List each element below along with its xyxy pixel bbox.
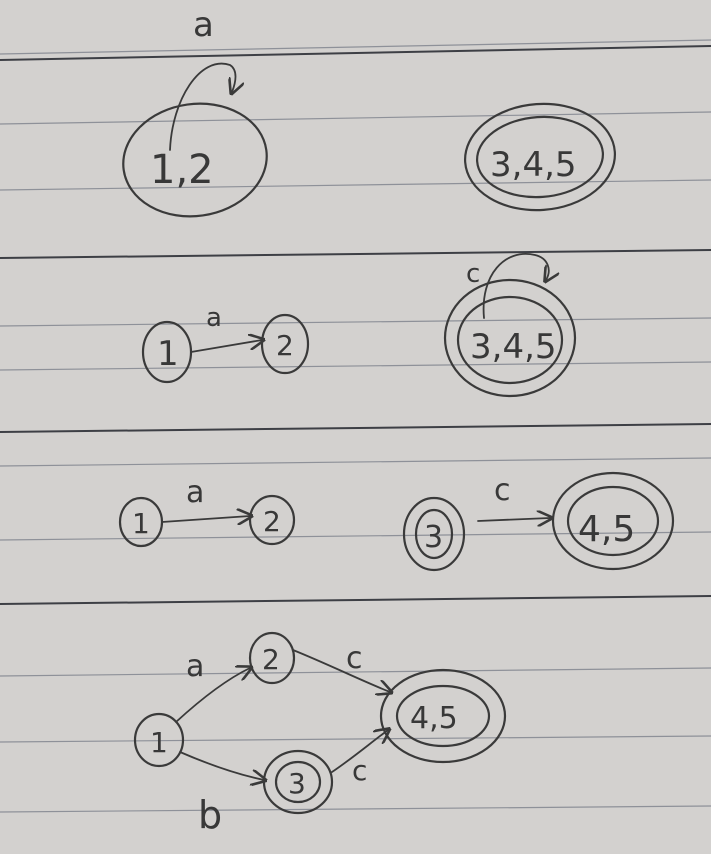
self-loop-a-label: a [193,5,214,45]
node-2 [248,494,296,546]
self-loop-a [169,62,236,151]
edge-a-label: a [186,649,204,684]
node-2-label: 2 [263,505,281,538]
edge-c-top-label: c [346,641,363,676]
node-3-label: 3 [424,520,443,555]
edge-c-label: c [494,473,511,508]
node-2-label: 2 [276,329,294,362]
state-3-4-5-inner [456,295,564,385]
node-3-outer [402,496,466,572]
node-2-label: 2 [262,643,280,676]
edge-a [161,516,250,522]
state-1-2-label: 1,2 [150,147,214,193]
node-1-label: 1 [157,334,179,374]
edge-c-bottom-label: c [352,754,367,787]
node-1-label: 1 [150,726,168,759]
node-2 [248,631,296,685]
edge-1-3 [179,751,264,780]
state-3-4-5-label: 3,4,5 [490,145,577,185]
node-3-label: 3 [288,767,306,800]
diagram-3: 1 a 2 3 c 4,5 [118,471,675,572]
edge-b-label: b [198,793,222,837]
node-3-inner [414,508,454,560]
state-3-4-5-outer [463,102,617,212]
node-4-5-outer [551,471,675,571]
state-3-4-5-inner [475,115,605,199]
node-4-5-inner [395,684,491,748]
edge-3-45 [331,730,388,773]
edge-a [190,340,262,353]
edge-a-label: a [186,475,204,510]
ruled-lines [0,39,711,813]
state-3-4-5-label: 3,4,5 [470,327,557,367]
diagram-4: 1 2 3 4,5 a b c c [133,631,507,837]
node-4-5-label: 4,5 [410,701,458,736]
edge-c [477,518,550,521]
self-loop-c-label: c [466,259,480,289]
diagram-1: 1,2 a 3,4,5 [122,5,617,218]
node-4-5-outer [379,668,507,764]
state-1-2 [122,102,268,218]
node-1 [133,712,185,768]
edge-a-label: a [206,303,222,333]
node-2 [260,313,310,375]
node-3-inner [274,760,322,804]
diagram-2: 1 a 2 3,4,5 c [141,253,577,398]
state-3-4-5-outer [443,278,577,398]
node-4-5-label: 4,5 [578,509,635,550]
node-4-5-inner [566,485,660,557]
edge-1-2 [175,668,250,723]
self-loop-c [482,253,549,319]
edge-2-45 [292,649,390,692]
section-dividers [0,45,711,605]
node-1-label: 1 [132,507,150,540]
